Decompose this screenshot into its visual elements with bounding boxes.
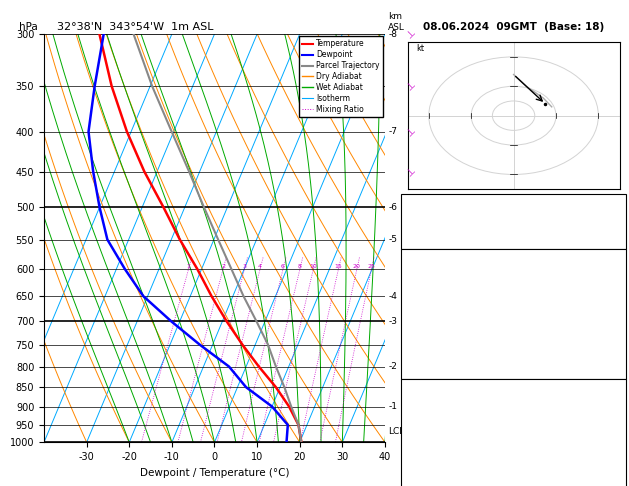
Text: 16.9: 16.9 <box>603 291 623 300</box>
Text: 5: 5 <box>617 448 623 457</box>
Text: ⊣: ⊣ <box>402 315 415 328</box>
X-axis label: Dewpoint / Temperature (°C): Dewpoint / Temperature (°C) <box>140 468 289 478</box>
Legend: Temperature, Dewpoint, Parcel Trajectory, Dry Adiabat, Wet Adiabat, Isotherm, Mi: Temperature, Dewpoint, Parcel Trajectory… <box>299 36 382 117</box>
Text: -1: -1 <box>388 402 397 411</box>
Text: ⊣: ⊣ <box>402 165 415 178</box>
Text: θₑ(K): θₑ(K) <box>404 310 426 318</box>
Text: LCL: LCL <box>388 427 404 436</box>
Text: 0: 0 <box>617 485 623 486</box>
Text: Temp (°C): Temp (°C) <box>404 273 449 281</box>
Text: -6: -6 <box>388 203 397 212</box>
Text: 5: 5 <box>617 328 623 337</box>
Text: hPa: hPa <box>19 21 38 32</box>
Text: 4: 4 <box>258 264 262 269</box>
Text: ⊣: ⊣ <box>402 418 415 432</box>
Text: CAPE (J): CAPE (J) <box>404 347 440 355</box>
Text: 33: 33 <box>611 217 623 226</box>
Text: 16: 16 <box>611 199 623 208</box>
Text: 20.4: 20.4 <box>603 273 623 281</box>
Text: ⊣: ⊣ <box>402 381 415 394</box>
Text: ⊣: ⊣ <box>402 125 415 138</box>
Text: 8: 8 <box>617 347 623 355</box>
Text: Dewp (°C): Dewp (°C) <box>404 291 451 300</box>
Text: -7: -7 <box>388 127 397 136</box>
Text: ⊣: ⊣ <box>402 360 415 373</box>
Text: Most Unstable: Most Unstable <box>477 383 550 392</box>
Text: ⊣: ⊣ <box>402 290 415 303</box>
Text: 3: 3 <box>242 264 247 269</box>
Text: 326: 326 <box>606 310 623 318</box>
Text: kt: kt <box>416 44 424 53</box>
Text: ⊣: ⊣ <box>402 338 415 351</box>
Text: 0: 0 <box>617 365 623 374</box>
Text: ⊣: ⊣ <box>402 233 415 246</box>
Text: 20: 20 <box>353 264 361 269</box>
Text: Lifted Index: Lifted Index <box>404 328 458 337</box>
Text: θₑ (K): θₑ (K) <box>404 430 430 438</box>
Text: -8: -8 <box>388 30 397 38</box>
Text: CAPE (J): CAPE (J) <box>404 467 440 475</box>
Text: PW (cm): PW (cm) <box>404 236 442 244</box>
Text: Totals Totals: Totals Totals <box>404 217 459 226</box>
Text: 25: 25 <box>367 264 376 269</box>
Text: 6: 6 <box>281 264 285 269</box>
Text: Lifted Index: Lifted Index <box>404 448 458 457</box>
Text: CIN (J): CIN (J) <box>404 365 433 374</box>
Text: -4: -4 <box>388 292 397 301</box>
Text: km
ASL: km ASL <box>388 12 405 32</box>
Text: ⊣: ⊣ <box>402 436 415 449</box>
Text: ⊣: ⊣ <box>402 262 415 276</box>
Text: Pressure (mb): Pressure (mb) <box>404 411 467 420</box>
Text: 10: 10 <box>309 264 317 269</box>
Text: 2: 2 <box>221 264 225 269</box>
Text: 08.06.2024  09GMT  (Base: 18): 08.06.2024 09GMT (Base: 18) <box>423 21 604 32</box>
Text: 2.7: 2.7 <box>608 236 623 244</box>
Text: ⊣: ⊣ <box>402 28 415 40</box>
Text: K: K <box>404 199 410 208</box>
Text: ⊣: ⊣ <box>402 80 415 93</box>
Text: 8: 8 <box>298 264 302 269</box>
Text: -2: -2 <box>388 362 397 371</box>
Text: 32°38'N  343°54'W  1m ASL: 32°38'N 343°54'W 1m ASL <box>57 21 213 32</box>
Text: -5: -5 <box>388 235 397 244</box>
Text: Surface: Surface <box>494 254 533 263</box>
Text: 15: 15 <box>335 264 342 269</box>
Text: ⊣: ⊣ <box>402 400 415 413</box>
Text: 1016: 1016 <box>599 411 623 420</box>
Text: -3: -3 <box>388 317 397 326</box>
Text: CIN (J): CIN (J) <box>404 485 433 486</box>
Text: 1: 1 <box>187 264 191 269</box>
Text: 326: 326 <box>606 430 623 438</box>
Text: Mixing Ratio (g/kg): Mixing Ratio (g/kg) <box>406 195 415 281</box>
Text: ⊣: ⊣ <box>402 201 415 214</box>
Text: 8: 8 <box>617 467 623 475</box>
Text: © weatheronline.co.uk: © weatheronline.co.uk <box>464 469 568 479</box>
